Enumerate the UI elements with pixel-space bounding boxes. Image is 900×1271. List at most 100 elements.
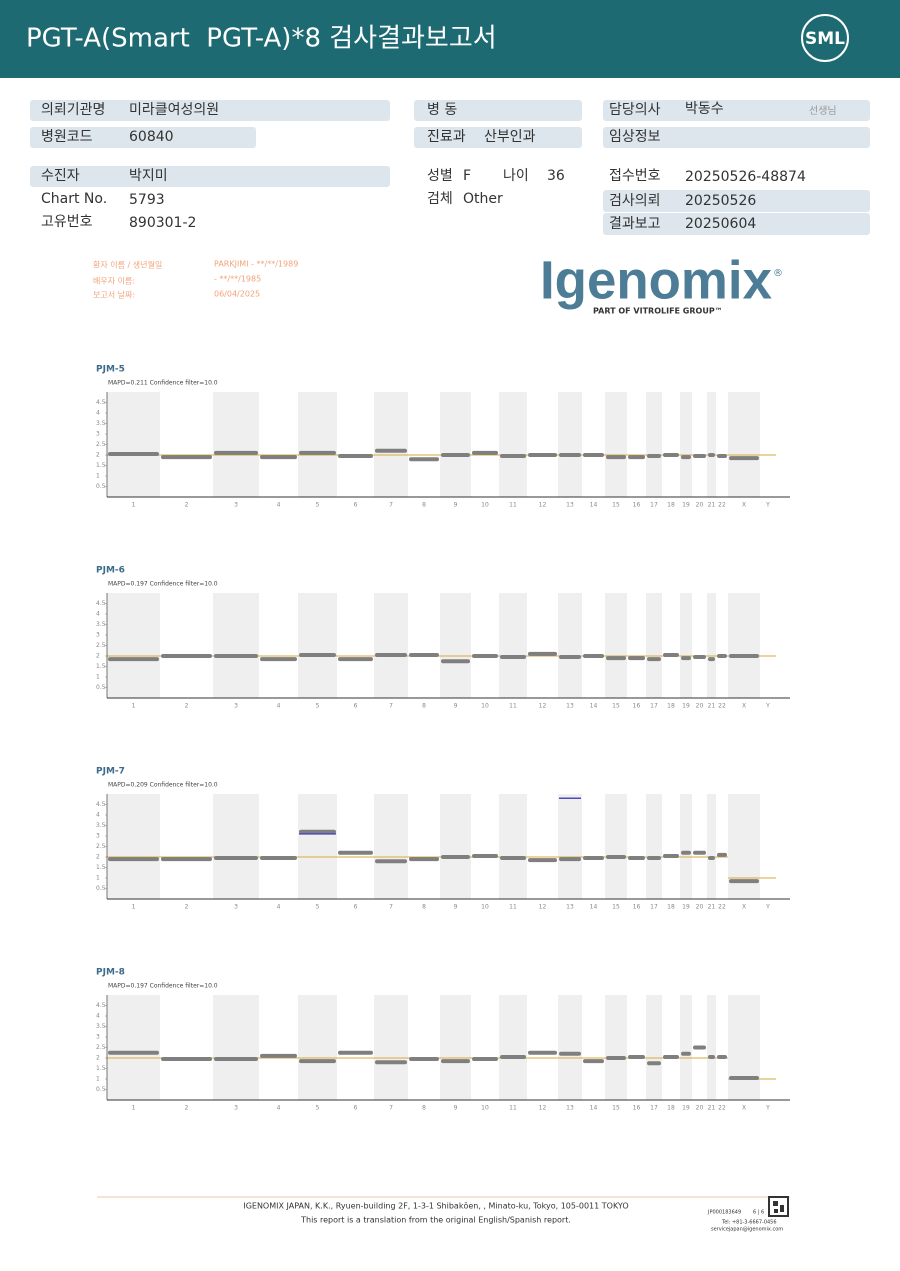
y-tick-label: 3.5 [96,822,106,829]
copy-number-segment [108,857,159,862]
x-tick-label: 17 [650,904,658,911]
chart-title: PJM-5 [96,365,125,375]
info-box [414,127,582,148]
chart-subtitle: MAPD=0.211 Confidence filter=10.0 [108,380,218,387]
chromosome-band [558,995,582,1100]
copy-number-segment [681,455,691,460]
copy-number-segment [409,1057,439,1062]
label: 병원코드 [41,129,93,145]
x-tick-label: 18 [667,502,675,509]
x-tick-label: Y [765,502,770,509]
copy-number-segment [409,857,439,862]
chart-title: PJM-7 [96,767,125,777]
copy-number-segment [663,1054,679,1059]
chromosome-band [728,794,760,899]
y-tick-label: 4 [96,410,100,417]
copy-number-segment [583,654,604,658]
x-tick-label: 19 [682,703,690,710]
x-tick-label: 18 [667,703,675,710]
x-tick-label: 19 [682,1105,690,1112]
x-tick-label: 18 [667,904,675,911]
chromosome-band [107,995,160,1100]
copy-number-segment [338,1050,373,1055]
copy-number-segment [528,1050,557,1055]
copy-number-segment [606,455,626,460]
x-tick-label: 20 [696,904,704,911]
x-tick-label: 21 [708,502,716,509]
chart-title: PJM-6 [96,566,125,576]
chromosome-band [107,392,160,497]
info-box [30,166,390,187]
y-tick-label: 0.5 [96,483,106,490]
y-tick-label: 4 [96,611,100,618]
x-tick-label: 3 [234,1105,238,1112]
copy-number-segment [260,657,297,662]
x-tick-label: 3 [234,502,238,509]
copy-number-segment [338,850,373,855]
x-tick-label: 16 [633,502,641,509]
y-tick-label: 1 [96,1076,100,1083]
x-tick-label: 10 [481,703,489,710]
x-tick-label: 2 [185,1105,189,1112]
x-tick-label: 14 [590,904,598,911]
email: servicejapan@igenomix.com [711,1227,783,1233]
copy-number-segment [214,856,258,861]
copy-number-segment [628,656,645,661]
x-tick-label: 17 [650,1105,658,1112]
value: 60840 [129,129,174,145]
copy-number-segment [161,654,212,658]
copy-number-segment [472,1057,498,1062]
x-tick-label: 16 [633,1105,641,1112]
x-tick-label: 22 [718,904,726,911]
info-box [414,100,582,121]
copy-number-segment [583,1059,604,1064]
y-tick-label: 3 [96,431,100,438]
x-tick-label: 10 [481,502,489,509]
y-tick-label: 0.5 [96,885,106,892]
brand-logo: Igenomix [540,250,772,310]
copy-number-segment [628,455,645,460]
x-tick-label: 12 [539,703,547,710]
chromosome-band [107,794,160,899]
chart-subtitle: MAPD=0.209 Confidence filter=10.0 [108,782,218,789]
copy-number-segment [338,657,373,662]
y-tick-label: 3 [96,833,100,840]
copy-number-segment [681,1051,691,1056]
x-tick-label: 20 [696,1105,704,1112]
y-tick-label: 1.5 [96,864,106,871]
x-tick-label: 11 [509,703,517,710]
copy-number-segment [260,455,297,460]
x-tick-label: 11 [509,1105,517,1112]
x-tick-label: Y [765,1105,770,1112]
logo-ring [801,14,849,62]
y-tick-label: 2.5 [96,642,106,649]
x-tick-label: 8 [422,703,426,710]
y-tick-label: 2 [96,1055,100,1062]
value: 20250526 [685,193,756,209]
chromosome-band [707,794,716,899]
y-tick-label: 3.5 [96,1023,106,1030]
x-tick-label: 19 [682,904,690,911]
copy-number-segment [528,858,557,863]
label: 진료과 [427,129,466,145]
copy-number-segment [647,856,661,861]
value: Other [463,191,503,207]
x-tick-label: 7 [389,904,393,911]
copy-number-segment [647,1061,661,1066]
copy-number-segment [729,456,759,461]
chromosome-band [374,995,408,1100]
x-tick-label: 17 [650,502,658,509]
x-tick-label: 6 [354,703,358,710]
lab-label: 환자 이름 / 생년월일 [93,260,162,270]
copy-number-segment [559,655,581,660]
value: 산부인과 [484,129,536,145]
copy-number-segment [628,1054,645,1059]
x-tick-label: 9 [454,502,458,509]
info-boxes [30,100,870,235]
chromosome-band [605,593,627,698]
x-tick-label: 5 [316,502,320,509]
x-tick-label: X [742,1105,746,1112]
y-tick-label: 4.5 [96,1002,106,1009]
y-tick-label: 1 [96,875,100,882]
x-tick-label: 13 [566,703,574,710]
